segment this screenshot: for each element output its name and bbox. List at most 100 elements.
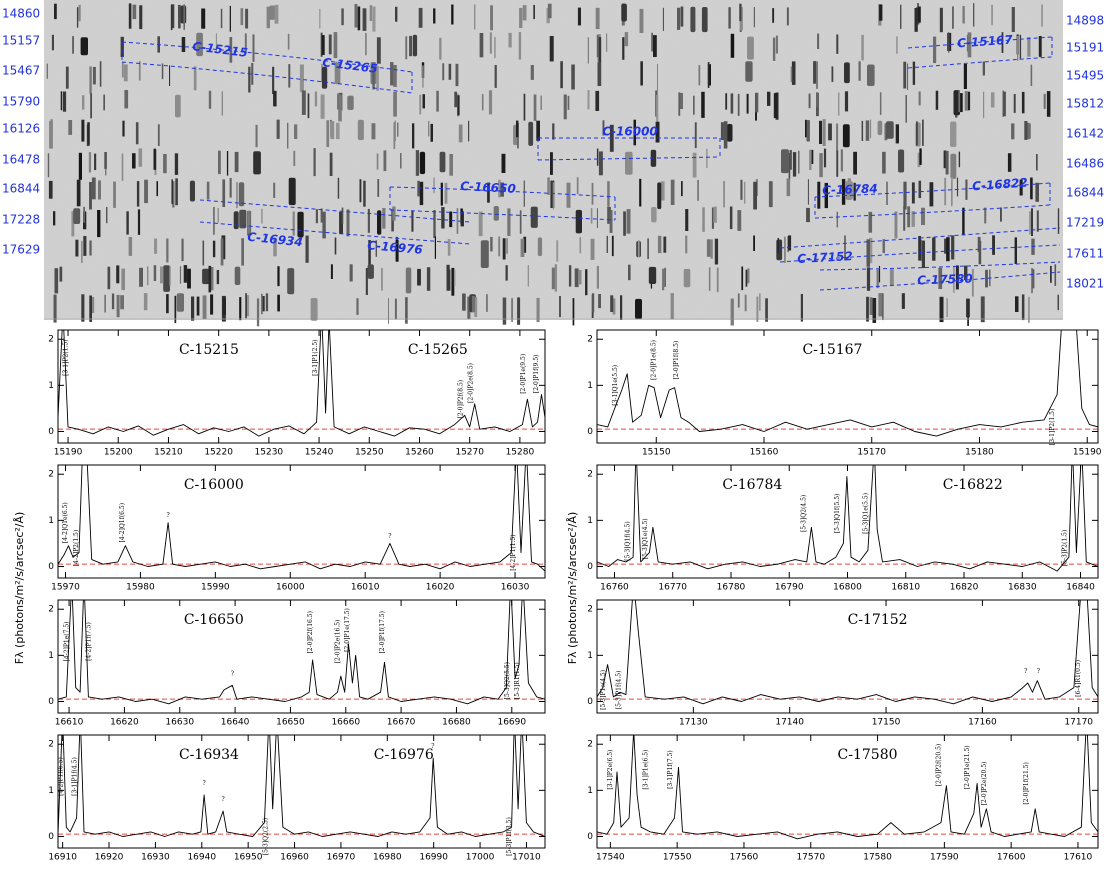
spectral-line bbox=[653, 35, 657, 57]
y-tick-label: 2 bbox=[48, 335, 54, 345]
spectral-line bbox=[663, 236, 667, 253]
spectral-line bbox=[572, 298, 575, 326]
spectral-line bbox=[730, 298, 734, 326]
plot-content bbox=[597, 330, 1098, 437]
spectral-line bbox=[73, 208, 81, 224]
y-tick-label: 0 bbox=[48, 562, 54, 572]
spectral-line bbox=[274, 4, 279, 24]
spectral-line bbox=[737, 210, 742, 231]
x-tick-label: 16970 bbox=[327, 853, 356, 863]
panel-title: C-16650 bbox=[184, 612, 244, 628]
x-tick-label: 16790 bbox=[775, 583, 804, 593]
plot-content bbox=[597, 465, 1098, 572]
spectral-line bbox=[962, 207, 965, 235]
y-axis-label: Fλ (photons/m²/s/arcsec²/Å) bbox=[13, 512, 26, 665]
spectral-line bbox=[206, 181, 210, 200]
spectral-line bbox=[817, 181, 821, 209]
spectral-line bbox=[956, 177, 959, 197]
spectral-line bbox=[915, 122, 921, 147]
spectral-line bbox=[609, 210, 613, 233]
spectral-line bbox=[122, 120, 125, 137]
spectral-line bbox=[828, 123, 832, 141]
x-tick-label: 16620 bbox=[110, 718, 139, 728]
plot-content bbox=[58, 735, 545, 837]
spectral-line bbox=[953, 266, 955, 293]
spectral-line bbox=[59, 266, 63, 282]
y-tick-label: 1 bbox=[48, 786, 54, 796]
plot-content bbox=[58, 465, 545, 572]
spectral-line bbox=[1032, 269, 1035, 289]
spectral-line bbox=[359, 179, 362, 203]
spectral-line bbox=[877, 120, 883, 136]
spectral-line bbox=[439, 37, 442, 60]
spectral-line bbox=[161, 63, 164, 80]
spectral-line bbox=[480, 240, 489, 268]
line-annotation: ? bbox=[231, 670, 234, 677]
spectral-line bbox=[371, 123, 376, 140]
spectral-line bbox=[858, 61, 861, 81]
spectral-line bbox=[1054, 264, 1057, 286]
plot-content bbox=[597, 735, 1098, 840]
spectral-line bbox=[842, 124, 850, 148]
spectral-line bbox=[181, 37, 186, 52]
x-tick-label: 16020 bbox=[426, 583, 455, 593]
spectral-line bbox=[132, 4, 137, 20]
spectral-line bbox=[395, 6, 398, 22]
spectral-line bbox=[945, 150, 949, 175]
spectral-line bbox=[917, 152, 921, 168]
wavelength-label: 15157 bbox=[2, 34, 40, 48]
spectral-line bbox=[81, 294, 85, 322]
spectral-line bbox=[430, 123, 433, 142]
spectral-line bbox=[549, 36, 554, 62]
x-tick-label: 16010 bbox=[351, 583, 380, 593]
spectral-line bbox=[773, 93, 778, 118]
spectral-line bbox=[628, 264, 631, 281]
spectral-line bbox=[867, 64, 875, 86]
spectral-line bbox=[905, 95, 907, 123]
spectral-line bbox=[720, 122, 724, 140]
y-tick-label: 2 bbox=[587, 470, 593, 480]
spectral-line bbox=[176, 293, 184, 312]
spectral-line bbox=[220, 8, 223, 29]
spectral-line bbox=[89, 66, 92, 94]
spectral-line bbox=[415, 150, 420, 176]
spectral-line bbox=[89, 240, 92, 256]
spectral-line bbox=[191, 296, 195, 321]
spectral-line bbox=[1050, 265, 1052, 283]
spectral-line bbox=[104, 294, 106, 313]
spectral-line bbox=[964, 91, 968, 111]
spectral-line bbox=[533, 4, 535, 20]
spectral-line bbox=[831, 66, 834, 82]
spectral-line bbox=[251, 63, 254, 85]
spectral-line bbox=[91, 177, 96, 200]
spectrum-line bbox=[597, 735, 1098, 840]
spectral-line bbox=[440, 182, 443, 206]
spectral-line bbox=[272, 66, 275, 94]
spectral-line bbox=[288, 64, 291, 88]
spectral-line bbox=[550, 152, 553, 175]
spectral-line bbox=[772, 8, 775, 23]
spectral-line bbox=[943, 150, 947, 169]
spectral-line bbox=[347, 95, 354, 110]
spectral-line bbox=[139, 267, 143, 287]
spectral-line bbox=[372, 6, 376, 32]
spectral-line bbox=[800, 294, 803, 322]
spectral-line bbox=[784, 236, 786, 263]
spectral-line bbox=[210, 267, 214, 291]
spectral-line bbox=[170, 4, 173, 31]
spectral-line bbox=[714, 238, 719, 265]
spectral-line bbox=[670, 179, 675, 205]
spectral-line bbox=[556, 240, 559, 262]
spectral-line bbox=[819, 153, 823, 178]
spectral-line bbox=[453, 269, 456, 286]
spectral-line bbox=[128, 3, 132, 29]
spectral-line bbox=[222, 298, 226, 315]
spectral-line bbox=[1002, 91, 1006, 117]
slit-label: C-16822 bbox=[972, 176, 1028, 194]
wavelength-label: 18021 bbox=[1066, 277, 1104, 291]
slit-label: C-16934 bbox=[247, 230, 304, 250]
wavelength-label: 15790 bbox=[2, 95, 40, 109]
spectral-line bbox=[411, 211, 414, 232]
spectral-line bbox=[80, 37, 88, 56]
spectral-line bbox=[68, 120, 73, 135]
